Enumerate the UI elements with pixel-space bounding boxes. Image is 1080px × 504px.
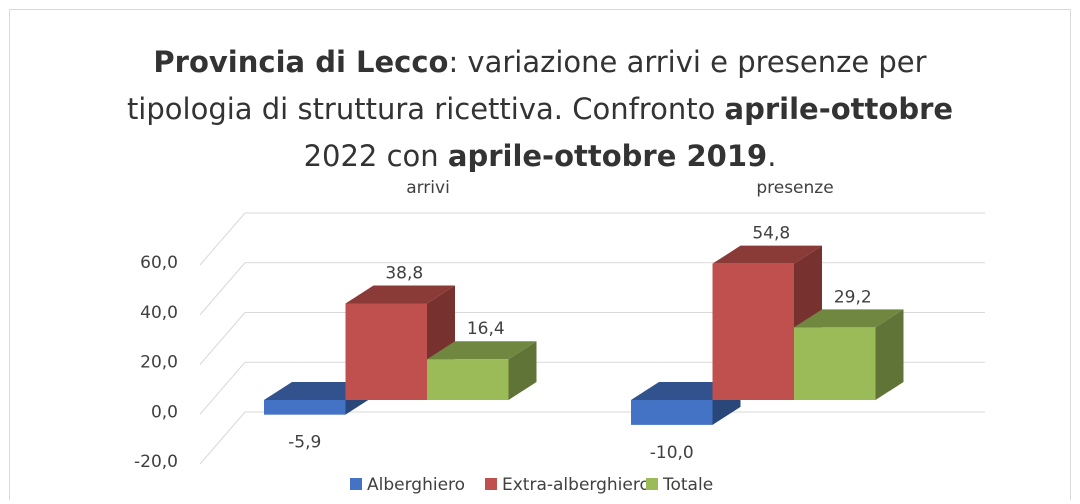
title-part: Provincia di Lecco [153,45,448,79]
bar [264,400,346,415]
grid-diagonal [199,262,246,316]
legend-label: Alberghiero [367,475,465,495]
title-part: tipologia di struttura ricettiva. Confro… [127,92,725,126]
grid-diagonal [199,361,246,415]
bar-side [508,341,537,400]
y-tick-label: -20,0 [134,452,178,472]
value-label: 38,8 [385,263,423,283]
value-label: -10,0 [650,443,694,463]
title-part: : variazione arrivi e presenze per [448,45,926,79]
legend-label: Extra-alberghiero [502,475,650,495]
bar-top [427,341,537,360]
legend-swatch [485,478,497,490]
legend-swatch [350,478,362,490]
y-tick-label: 0,0 [151,402,178,422]
value-label: 29,2 [834,287,872,307]
bar [345,303,427,400]
title-part: 2022 con [304,139,448,173]
category-label: presenze [756,178,833,198]
y-tick-label: 40,0 [140,303,178,323]
chart-title: 2022 con aprile-ottobre 2019. [304,139,777,173]
chart-title: Provincia di Lecco: variazione arrivi e … [153,45,926,79]
value-label: 16,4 [467,319,505,339]
bar-top [794,309,904,328]
bar [712,263,794,400]
legend-label: Totale [662,475,713,495]
grid-diagonal [199,212,246,266]
bar [427,359,509,400]
legend-swatch [646,478,658,490]
bar [794,327,876,400]
title-part: . [767,139,776,173]
value-label: -5,9 [288,433,321,453]
chart-title: tipologia di struttura ricettiva. Confro… [127,92,953,126]
y-tick-label: 20,0 [140,353,178,373]
chart-border [9,9,1071,504]
bar-side [875,309,904,400]
grid-diagonal [199,411,246,465]
value-label: 54,8 [752,224,790,244]
grid-diagonal [199,312,246,365]
bar-top [345,285,455,304]
title-part: aprile-ottobre 2019 [448,139,767,173]
title-part: aprile-ottobre [725,92,954,126]
bar [631,400,713,425]
bar-top [712,245,822,264]
category-label: arrivi [406,178,450,198]
y-tick-label: 60,0 [140,253,178,273]
